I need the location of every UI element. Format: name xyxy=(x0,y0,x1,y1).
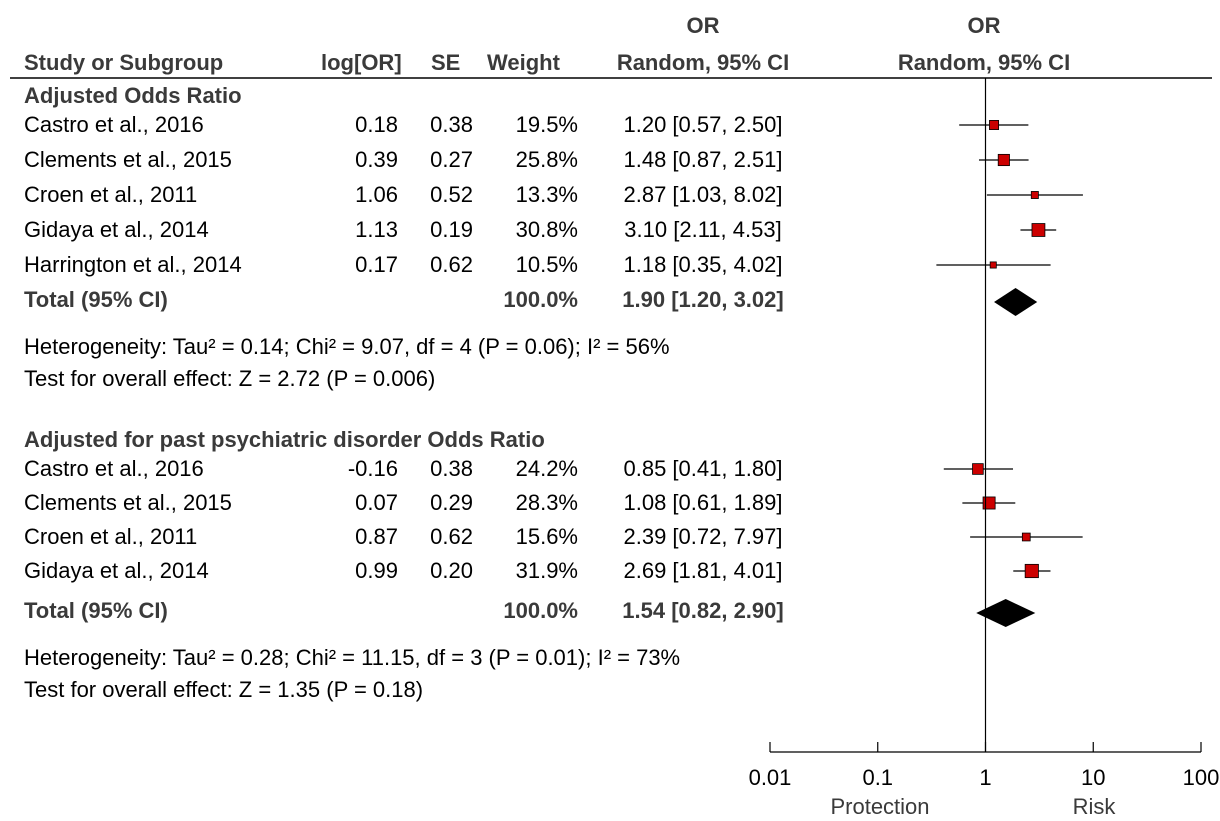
x-tick-label: 1 xyxy=(979,765,991,790)
header-or-table-bottom: Random, 95% CI xyxy=(617,50,789,75)
study-ci: 1.08 [0.61, 1.89] xyxy=(623,490,782,515)
study-weight: 31.9% xyxy=(516,558,578,583)
study-marker xyxy=(1030,191,1039,199)
study-weight: 13.3% xyxy=(516,182,578,207)
total-label: Total (95% CI) xyxy=(24,598,168,623)
total-label: Total (95% CI) xyxy=(24,287,168,312)
study-name: Clements et al., 2015 xyxy=(24,147,232,172)
study-logor: 0.99 xyxy=(355,558,398,583)
total-ci: 1.90 [1.20, 3.02] xyxy=(622,287,783,312)
study-se: 0.20 xyxy=(430,558,473,583)
study-se: 0.52 xyxy=(430,182,473,207)
axis-label-risk: Risk xyxy=(1073,794,1117,819)
study-ci: 1.48 [0.87, 2.51] xyxy=(623,147,782,172)
total-diamond xyxy=(976,599,1036,627)
study-logor: 1.13 xyxy=(355,217,398,242)
study-weight: 24.2% xyxy=(516,456,578,481)
study-marker xyxy=(982,496,996,510)
x-tick-label: 0.1 xyxy=(862,765,893,790)
heterogeneity-text: Heterogeneity: Tau² = 0.14; Chi² = 9.07,… xyxy=(24,334,670,359)
subgroup-title: Adjusted Odds Ratio xyxy=(24,83,242,108)
study-logor: 1.06 xyxy=(355,182,398,207)
study-se: 0.19 xyxy=(430,217,473,242)
header-se: SE xyxy=(431,50,460,75)
study-weight: 28.3% xyxy=(516,490,578,515)
study-name: Croen et al., 2011 xyxy=(24,182,197,207)
study-ci: 2.87 [1.03, 8.02] xyxy=(623,182,782,207)
study-name: Castro et al., 2016 xyxy=(24,456,204,481)
overall-effect-text: Test for overall effect: Z = 2.72 (P = 0… xyxy=(24,366,435,391)
study-ci: 1.20 [0.57, 2.50] xyxy=(623,112,782,137)
header-or-table-top: OR xyxy=(687,13,720,38)
study-ci: 0.85 [0.41, 1.80] xyxy=(623,456,782,481)
study-se: 0.38 xyxy=(430,456,473,481)
plot-marks xyxy=(936,120,1083,627)
study-ci: 3.10 [2.11, 4.53] xyxy=(624,217,781,242)
study-name: Gidaya et al., 2014 xyxy=(24,217,209,242)
study-name: Clements et al., 2015 xyxy=(24,490,232,515)
total-weight: 100.0% xyxy=(503,598,578,623)
study-logor: 0.39 xyxy=(355,147,398,172)
x-tick-label: 10 xyxy=(1081,765,1105,790)
axis-label-protection: Protection xyxy=(830,794,929,819)
header-or-plot-bottom: Random, 95% CI xyxy=(898,50,1070,75)
x-axis: 0.01 0.1 1 10 100 xyxy=(749,78,1220,790)
study-name: Castro et al., 2016 xyxy=(24,112,204,137)
table-rows: Castro et al., 2016 0.18 0.38 19.5% 1.20 [0.… xyxy=(24,112,784,623)
study-name: Croen et al., 2011 xyxy=(24,524,197,549)
heterogeneity-text: Heterogeneity: Tau² = 0.28; Chi² = 11.15… xyxy=(24,645,680,670)
header-weight: Weight xyxy=(487,50,561,75)
header-study: Study or Subgroup xyxy=(24,50,223,75)
study-se: 0.38 xyxy=(430,112,473,137)
study-se: 0.27 xyxy=(430,147,473,172)
total-ci: 1.54 [0.82, 2.90] xyxy=(622,598,783,623)
subgroup-title: Adjusted for past psychiatric disorder O… xyxy=(24,427,545,452)
study-se: 0.62 xyxy=(430,252,473,277)
study-ci: 2.69 [1.81, 4.01] xyxy=(623,558,782,583)
study-logor: 0.07 xyxy=(355,490,398,515)
header-or-plot-top: OR xyxy=(968,13,1001,38)
study-ci: 2.39 [0.72, 7.97] xyxy=(623,524,782,549)
study-marker xyxy=(989,261,997,269)
study-marker xyxy=(989,120,1000,130)
study-weight: 25.8% xyxy=(516,147,578,172)
study-weight: 30.8% xyxy=(516,217,578,242)
study-ci: 1.18 [0.35, 4.02] xyxy=(623,252,782,277)
study-marker xyxy=(1024,563,1039,579)
study-marker xyxy=(972,463,984,475)
study-marker xyxy=(1031,223,1046,237)
study-se: 0.62 xyxy=(430,524,473,549)
study-weight: 10.5% xyxy=(516,252,578,277)
study-marker xyxy=(997,153,1010,167)
study-logor: 0.18 xyxy=(355,112,398,137)
study-marker xyxy=(1021,532,1031,542)
study-logor: 0.17 xyxy=(355,252,398,277)
overall-effect-text: Test for overall effect: Z = 1.35 (P = 0… xyxy=(24,677,423,702)
study-name: Harrington et al., 2014 xyxy=(24,252,242,277)
total-weight: 100.0% xyxy=(503,287,578,312)
study-name: Gidaya et al., 2014 xyxy=(24,558,209,583)
study-logor: -0.16 xyxy=(348,456,398,481)
study-se: 0.29 xyxy=(430,490,473,515)
x-tick-label: 0.01 xyxy=(749,765,792,790)
study-weight: 19.5% xyxy=(516,112,578,137)
header-logor: log[OR] xyxy=(321,50,402,75)
x-tick-label: 100 xyxy=(1183,765,1220,790)
total-diamond xyxy=(994,288,1038,316)
study-logor: 0.87 xyxy=(355,524,398,549)
study-weight: 15.6% xyxy=(516,524,578,549)
